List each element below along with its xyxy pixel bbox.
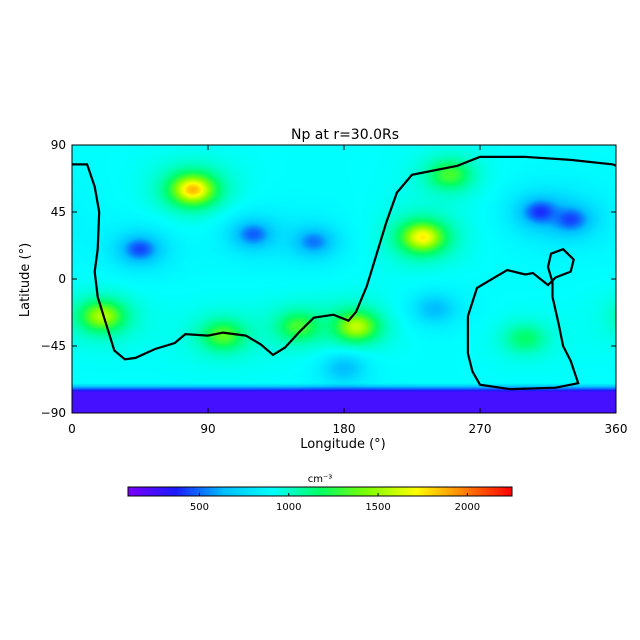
- colorbar-tick-label: 500: [190, 502, 209, 513]
- y-axis-ticks: 90 45 0 −45 −90: [41, 138, 616, 420]
- x-axis-ticks: 0 90 180 270 360: [68, 145, 627, 436]
- colorbar: [127, 486, 513, 497]
- density-heatmap: [72, 145, 616, 413]
- colorbar-tick-label: 1000: [276, 502, 301, 513]
- neutral-line-loop: [466, 247, 580, 391]
- y-tick-label: 90: [51, 138, 66, 152]
- x-axis-label: Longitude (°): [300, 437, 385, 452]
- colorbar-tick-label: 1500: [365, 502, 390, 513]
- x-tick-label: 90: [200, 422, 215, 436]
- y-tick-label: 45: [51, 205, 66, 219]
- colorbar-label: cm⁻³: [308, 474, 333, 485]
- plot-area: [72, 145, 616, 413]
- chart-title: Np at r=30.0Rs: [291, 127, 399, 143]
- x-tick-label: 270: [469, 422, 492, 436]
- y-tick-label: −45: [41, 339, 66, 353]
- y-tick-label: 0: [58, 272, 66, 286]
- y-tick-label: −90: [41, 406, 66, 420]
- x-tick-label: 180: [333, 422, 356, 436]
- x-tick-label: 0: [68, 422, 76, 436]
- x-tick-label: 360: [605, 422, 628, 436]
- colorbar-tick-label: 2000: [455, 502, 480, 513]
- colorbar-ticks: 500 1000 1500 2000: [190, 493, 480, 513]
- y-axis-label: Latitude (°): [18, 243, 33, 317]
- neutral-line: [72, 155, 616, 361]
